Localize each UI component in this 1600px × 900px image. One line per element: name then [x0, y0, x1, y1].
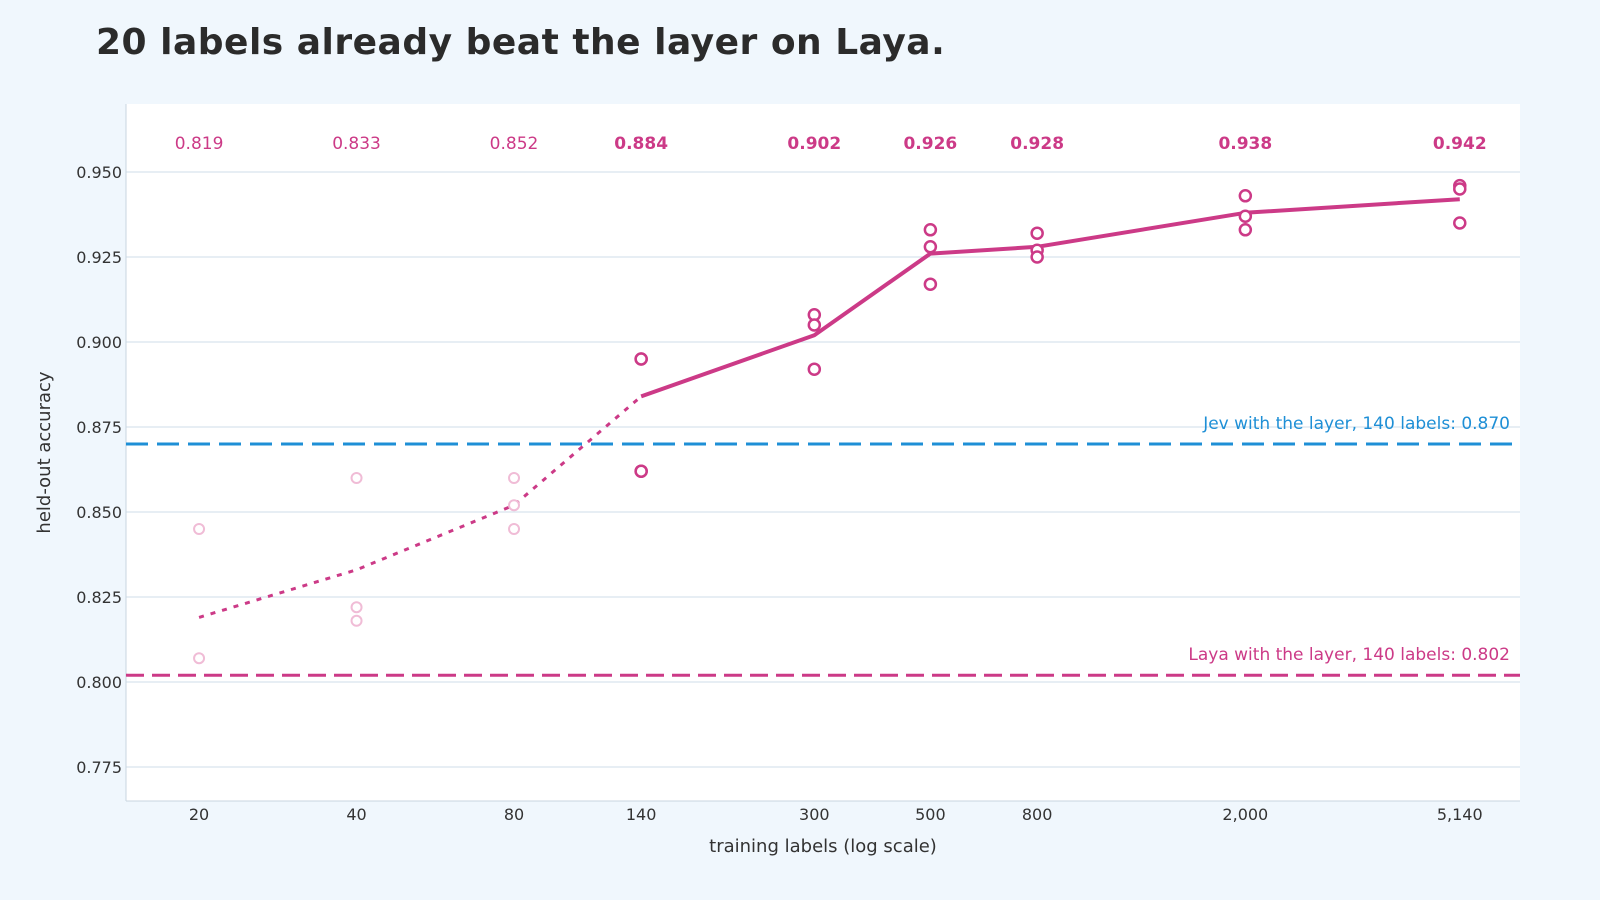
y-tick-label: 0.875 — [76, 418, 122, 437]
mean-value-label: 0.852 — [490, 134, 539, 154]
x-tick-label: 80 — [504, 805, 524, 824]
mean-value-label: 0.942 — [1433, 134, 1487, 154]
plot-area — [126, 104, 1520, 801]
grid-lines — [126, 171, 1520, 768]
y-tick-label: 0.900 — [76, 333, 122, 352]
x-tick-label: 800 — [1022, 805, 1053, 824]
run-point — [508, 523, 521, 535]
x-axis-title: training labels (log scale) — [709, 836, 937, 857]
y-tick-label: 0.825 — [76, 588, 122, 607]
run-point — [807, 318, 822, 332]
chart-title: 20 labels already beat the layer on Laya… — [96, 22, 946, 63]
run-point — [350, 601, 363, 614]
run-point — [350, 614, 363, 627]
run-point — [634, 352, 648, 366]
y-tick-label: 0.775 — [76, 758, 122, 777]
x-tick-label: 20 — [189, 805, 209, 824]
x-tick-label: 140 — [626, 805, 657, 824]
run-point — [1238, 223, 1253, 237]
run-point — [193, 523, 206, 535]
run-point — [1238, 189, 1253, 203]
mean-value-label: 0.938 — [1218, 134, 1272, 154]
x-tick-label: 40 — [346, 805, 366, 824]
run-points — [193, 178, 1467, 665]
x-tick-label: 500 — [915, 805, 946, 824]
x-tick-label: 2,000 — [1222, 805, 1268, 824]
mean-labels: 0.819 0.833 0.852 0.884 0.902 0.926 0.928 0.938… — [175, 134, 1487, 154]
y-tick-label: 0.800 — [76, 673, 122, 692]
y-tick-label: 0.925 — [76, 248, 122, 267]
run-point — [1238, 209, 1253, 223]
mean-value-label: 0.928 — [1010, 134, 1064, 154]
y-tick-label: 0.950 — [76, 163, 122, 182]
reference-line-label: Jev with the layer, 140 labels: 0.870 — [1202, 414, 1510, 434]
mean-line — [198, 197, 1460, 619]
run-point — [923, 240, 938, 254]
axes: 0.775 0.800 0.825 0.850 0.875 0.900 0.925 0.950… — [76, 104, 1520, 824]
x-tick-label: 300 — [799, 805, 830, 824]
mean-value-label: 0.902 — [787, 134, 841, 154]
run-point — [1453, 216, 1467, 230]
run-point — [923, 277, 938, 291]
run-point — [350, 472, 363, 484]
reference-lines: Jev with the layer, 140 labels: 0.870 Lay… — [126, 414, 1520, 677]
run-point — [1030, 250, 1044, 264]
run-point — [634, 464, 648, 478]
run-point — [508, 472, 521, 484]
mean-line-solid — [640, 197, 1460, 399]
run-point — [923, 223, 938, 237]
mean-value-label: 0.833 — [332, 134, 381, 154]
mean-value-label: 0.884 — [614, 134, 668, 154]
reference-line-label: Laya with the layer, 140 labels: 0.802 — [1188, 645, 1510, 665]
run-point — [193, 652, 206, 665]
run-point — [1030, 226, 1044, 240]
y-axis-title: held-out accuracy — [34, 371, 55, 533]
mean-value-label: 0.819 — [175, 134, 224, 154]
x-tick-label: 5,140 — [1437, 805, 1483, 824]
run-point — [807, 362, 822, 376]
mean-value-label: 0.926 — [903, 134, 957, 154]
run-point — [508, 499, 521, 512]
run-point — [1453, 182, 1467, 196]
y-tick-label: 0.850 — [76, 503, 122, 522]
